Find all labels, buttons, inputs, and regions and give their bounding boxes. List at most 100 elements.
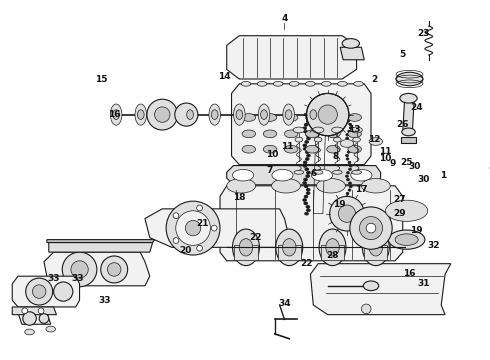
Ellipse shape: [352, 170, 362, 174]
Text: 22: 22: [300, 259, 313, 268]
Ellipse shape: [348, 189, 351, 191]
Text: 28: 28: [326, 251, 339, 260]
Circle shape: [107, 263, 121, 276]
Ellipse shape: [347, 210, 350, 212]
Ellipse shape: [303, 199, 307, 202]
Circle shape: [196, 245, 202, 251]
Ellipse shape: [319, 229, 346, 266]
Text: 17: 17: [355, 185, 368, 194]
Text: 30: 30: [408, 162, 420, 171]
Ellipse shape: [349, 185, 352, 188]
Ellipse shape: [304, 178, 307, 181]
Text: 31: 31: [417, 279, 430, 288]
Polygon shape: [403, 98, 414, 132]
Ellipse shape: [349, 123, 352, 126]
Text: 10: 10: [379, 154, 392, 163]
Ellipse shape: [284, 114, 298, 121]
Ellipse shape: [307, 171, 310, 174]
Text: 15: 15: [96, 76, 108, 85]
Polygon shape: [49, 243, 153, 252]
Ellipse shape: [363, 281, 379, 291]
Ellipse shape: [303, 165, 307, 167]
Ellipse shape: [273, 81, 283, 86]
Ellipse shape: [353, 137, 361, 142]
Ellipse shape: [349, 165, 352, 167]
Ellipse shape: [362, 179, 390, 193]
Circle shape: [318, 105, 337, 124]
Ellipse shape: [312, 127, 324, 133]
Circle shape: [71, 261, 88, 278]
Ellipse shape: [305, 212, 309, 215]
Ellipse shape: [354, 81, 363, 86]
Ellipse shape: [160, 104, 171, 125]
Text: 10: 10: [266, 149, 278, 158]
Ellipse shape: [283, 104, 294, 125]
Ellipse shape: [306, 120, 310, 123]
Ellipse shape: [347, 140, 350, 143]
Ellipse shape: [187, 110, 194, 120]
Ellipse shape: [348, 145, 362, 153]
Ellipse shape: [306, 145, 319, 153]
Ellipse shape: [332, 127, 343, 133]
Ellipse shape: [239, 239, 253, 256]
Ellipse shape: [241, 81, 251, 86]
Text: 3: 3: [488, 162, 490, 171]
Polygon shape: [47, 240, 154, 243]
Ellipse shape: [24, 329, 34, 335]
Ellipse shape: [345, 196, 348, 198]
Ellipse shape: [110, 104, 122, 125]
Ellipse shape: [308, 104, 319, 125]
Ellipse shape: [304, 195, 308, 198]
Circle shape: [366, 223, 376, 233]
Polygon shape: [227, 166, 381, 185]
Ellipse shape: [263, 114, 277, 121]
Text: 2: 2: [371, 75, 377, 84]
Circle shape: [101, 256, 128, 283]
Ellipse shape: [348, 182, 351, 184]
Text: 5: 5: [400, 50, 406, 59]
Ellipse shape: [305, 158, 309, 161]
Ellipse shape: [46, 326, 55, 332]
Ellipse shape: [349, 203, 352, 205]
Text: 12: 12: [368, 135, 380, 144]
Ellipse shape: [137, 110, 144, 120]
Ellipse shape: [263, 130, 277, 138]
Ellipse shape: [263, 145, 277, 153]
Text: 24: 24: [410, 103, 422, 112]
Ellipse shape: [400, 94, 417, 103]
Ellipse shape: [351, 127, 362, 133]
Polygon shape: [12, 276, 79, 307]
Ellipse shape: [304, 202, 308, 205]
Circle shape: [53, 282, 73, 301]
Text: 8: 8: [332, 152, 339, 161]
Polygon shape: [18, 313, 50, 324]
Text: 1: 1: [440, 171, 446, 180]
Circle shape: [307, 94, 349, 136]
Ellipse shape: [386, 200, 428, 221]
Polygon shape: [12, 307, 56, 315]
Text: 19: 19: [410, 225, 422, 234]
Ellipse shape: [232, 170, 254, 181]
Ellipse shape: [304, 113, 308, 116]
Ellipse shape: [232, 229, 259, 266]
Ellipse shape: [242, 130, 256, 138]
Ellipse shape: [305, 81, 315, 86]
Text: 7: 7: [267, 166, 273, 175]
Ellipse shape: [306, 114, 319, 121]
Ellipse shape: [349, 127, 352, 129]
Circle shape: [175, 103, 198, 126]
Ellipse shape: [348, 130, 362, 138]
Circle shape: [38, 308, 44, 314]
Ellipse shape: [346, 192, 349, 195]
Ellipse shape: [345, 154, 348, 157]
Ellipse shape: [305, 151, 309, 154]
Circle shape: [185, 220, 201, 236]
Ellipse shape: [317, 179, 345, 193]
Text: 22: 22: [249, 233, 262, 242]
Ellipse shape: [369, 239, 383, 256]
Bar: [278, 246, 301, 260]
Ellipse shape: [397, 206, 416, 216]
Text: 13: 13: [348, 126, 361, 135]
Ellipse shape: [258, 104, 270, 125]
Text: 16: 16: [403, 269, 416, 278]
